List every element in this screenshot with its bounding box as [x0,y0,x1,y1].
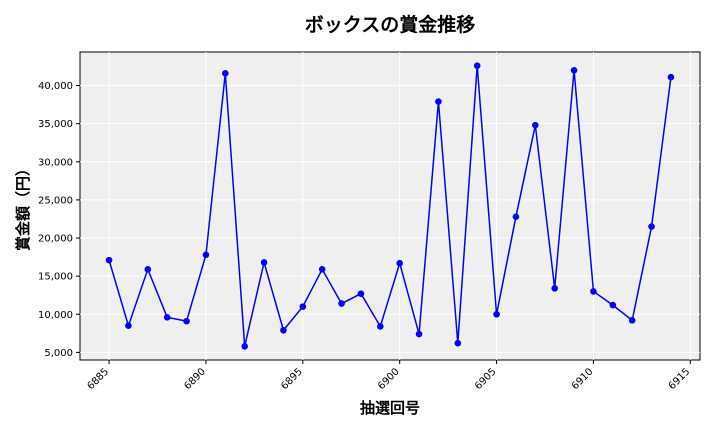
x-tick-label: 6910 [570,366,596,392]
series-line [108,65,672,347]
data-point [473,62,481,70]
data-point [299,303,307,310]
y-tick-label: 30,000 [38,157,73,168]
data-point [125,322,132,329]
data-point [648,223,655,230]
data-point [357,290,365,297]
y-axis-ticks: 5,000 10,000 15,000 20,000 25,000 30,000 35,00… [38,81,80,359]
data-point [202,251,210,259]
x-tick-label: 6900 [376,366,402,392]
data-point [493,310,500,318]
data-point [144,265,152,273]
data-point [454,339,462,347]
x-tick-label: 6885 [85,366,111,392]
y-tick-label: 5,000 [44,348,73,359]
y-tick-label: 40,000 [38,81,73,92]
data-point [551,285,558,292]
data-point [570,66,578,74]
data-point [280,326,287,334]
data-point [667,73,675,81]
y-axis-label: 賞金額（円） [14,161,32,251]
x-tick-label: 6890 [182,366,208,392]
grid-lines [80,52,700,360]
data-point [435,98,442,105]
data-point [222,70,229,77]
data-point [377,323,384,330]
plot-area [79,51,701,361]
data-point [415,330,423,338]
y-tick-label: 15,000 [38,272,73,283]
data-point [105,256,113,264]
data-point [260,259,268,266]
data-point [512,213,520,220]
y-tick-label: 10,000 [38,310,73,321]
y-tick-label: 20,000 [38,234,73,245]
x-tick-label: 6905 [473,366,499,392]
x-tick-label: 6915 [667,366,693,392]
data-point [628,317,636,324]
data-point [163,314,171,321]
y-tick-label: 25,000 [38,195,73,206]
data-point [318,265,326,273]
x-tick-label: 6895 [279,366,305,392]
data-points [105,62,675,350]
data-point [183,317,190,325]
data-point [241,342,248,350]
data-point [338,300,345,307]
data-point [396,259,403,267]
data-point [532,121,539,129]
y-tick-label: 35,000 [38,119,73,130]
chart-title: ボックスの賞金推移 [305,13,475,36]
x-axis-label: 抽選回号 [360,399,420,417]
x-axis-ticks: 6885 6890 6895 6900 6905 6910 6915 [85,360,692,392]
data-point [609,301,617,309]
data-point [590,288,597,295]
